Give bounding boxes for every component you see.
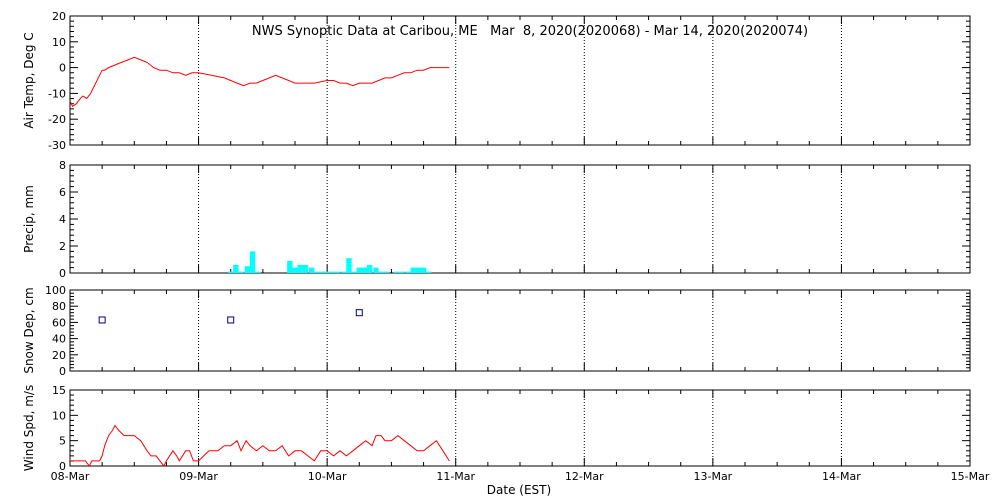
precip-bar [399,271,405,273]
precip-bar [351,271,357,273]
snow-depth-point [355,309,363,317]
precip-bar [329,271,335,273]
precip-bar [415,267,422,273]
precip-bar [426,271,432,273]
y-tick-label: 5 [59,435,66,448]
precip-bar [361,267,368,273]
precip-bar [287,260,293,273]
snow-depth-panel: 100 80 60 40 20 0 Snow Dep, cm [22,284,971,378]
y-tick-label: 6 [59,186,66,199]
y-tick-label: 20 [52,349,66,362]
precip-bar [378,271,384,273]
precip-bar [309,267,315,273]
x-tick-label: 14-Mar [822,470,861,483]
precip-bar [292,267,298,273]
precip-bar [410,267,416,273]
air-temp-panel: 20 10 0 -10 -20 -30 Air Temp, Deg C [22,10,971,152]
precip-bar [420,267,427,273]
y-tick-label: 60 [52,316,66,329]
y-tick-label: -30 [48,139,66,152]
y-tick-label: 4 [59,213,66,226]
y-tick-label: 15 [52,384,66,397]
x-tick-label: 15-Mar [951,470,990,483]
x-tick-label: 11-Mar [436,470,475,483]
precip-bar [255,271,261,273]
precip-axis-label: Precip, mm [22,185,36,253]
x-tick-label: 09-Mar [179,470,218,483]
x-tick-label: 08-Mar [51,470,90,483]
precip-bar [302,264,308,273]
precip-bar [334,271,341,273]
precip-bar [324,271,330,273]
y-tick-label: -10 [48,87,66,100]
precip-bar [341,271,347,273]
y-tick-label: 10 [52,36,66,49]
y-tick-label: 0 [59,460,66,473]
y-tick-label: 40 [52,333,66,346]
precip-bar [373,267,379,273]
wind-speed-panel: 15 10 5 0 Wind Spd, m/s [22,384,971,473]
precip-bar [393,271,400,273]
x-tick-label: 13-Mar [693,470,732,483]
plot-frame [69,164,971,274]
air-temp-axis-label: Air Temp, Deg C [22,32,36,128]
precip-panel: 8 6 4 2 0 Precip, mm [22,159,971,280]
precip-bar [346,258,352,273]
wind-speed-series-line [70,424,450,467]
snow-depth-point [227,316,235,324]
precip-bar [314,271,320,273]
y-tick-label: 0 [59,365,66,378]
air-temp-series-line [69,56,450,108]
precip-bar [319,271,325,273]
y-tick-label: 20 [52,10,66,23]
precip-bar [244,266,251,273]
precip-bar [356,267,362,273]
wind-speed-axis-label: Wind Spd, m/s [22,385,36,471]
precip-bar [297,264,303,273]
y-tick-label: -20 [48,113,66,126]
precip-bar [228,271,234,273]
snow-depth-axis-label: Snow Dep, cm [22,287,36,373]
precip-bar [233,264,239,273]
y-tick-label: 80 [52,300,66,313]
precip-bar [405,271,411,273]
precip-bar [238,271,244,273]
precip-bar [249,251,256,273]
chart-title: NWS Synoptic Data at Caribou, ME Mar 8, … [252,24,808,39]
snow-depth-point [98,316,106,324]
x-axis-label: Date (EST) [487,483,551,497]
y-tick-label: 100 [45,284,66,297]
precip-bar [366,264,373,273]
y-tick-label: 8 [59,159,66,172]
y-tick-label: 0 [59,62,66,75]
y-tick-label: 2 [59,240,66,253]
x-tick-label: 10-Mar [308,470,347,483]
y-tick-label: 0 [59,267,66,280]
precip-bar [383,271,389,273]
y-tick-label: 10 [52,409,66,422]
plot-frame [69,289,971,372]
x-tick-label: 12-Mar [565,470,604,483]
